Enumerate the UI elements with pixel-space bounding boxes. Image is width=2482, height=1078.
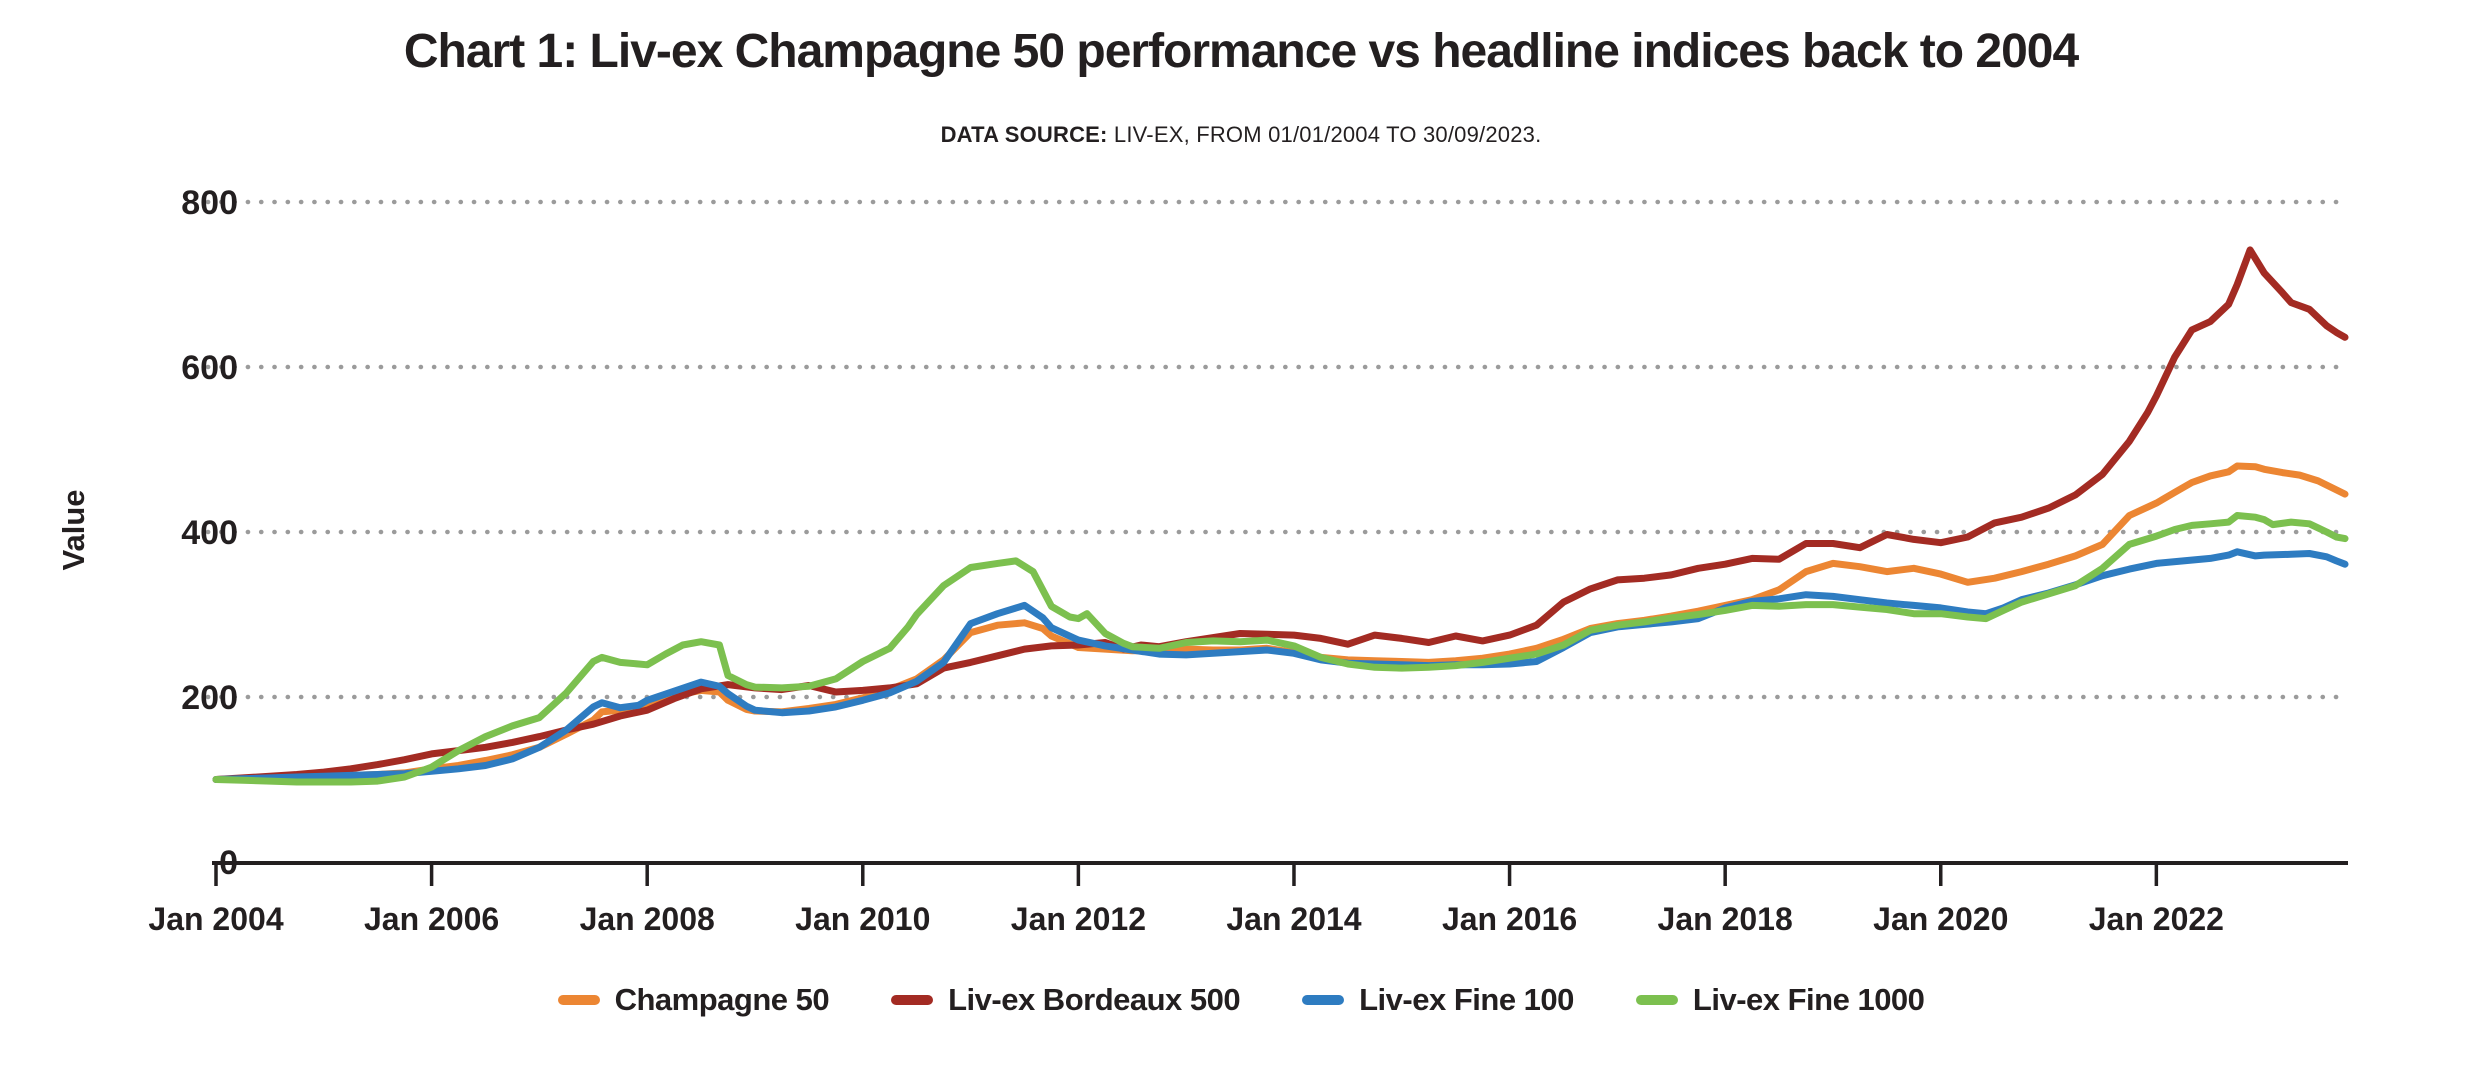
series-line-liv-ex-fine-1000 [212,512,2349,786]
y-tick-label: 600 [181,349,238,387]
y-axis-title: Value [56,490,91,571]
y-tick-label: 0 [219,844,238,882]
legend-swatch-champagne-50 [557,995,600,1005]
x-tick-label: Jan 2006 [364,901,499,937]
legend-label-fine-100: Liv-ex Fine 100 [1359,982,1574,1017]
chart-subtitle: DATA SOURCE: LIV-EX, FROM 01/01/2004 TO … [0,122,2482,148]
legend-swatch-fine-1000 [1635,995,1678,1005]
axis-labels: Jan 2004 Jan 2006 Jan 2008 Jan 2010 Jan 2012… [148,184,2224,937]
x-axis [212,861,2348,886]
legend-item-bordeaux-500: Liv-ex Bordeaux 500 [891,982,1241,1018]
legend-label-bordeaux-500: Liv-ex Bordeaux 500 [948,982,1241,1017]
series-line-liv-ex-bordeaux-500 [212,246,2349,783]
y-tick-label: 400 [181,514,238,552]
legend-item-champagne-50: Champagne 50 [557,982,830,1018]
x-tick-label: Jan 2020 [1873,901,2008,937]
series-lines [212,246,2349,786]
x-tick-label: Jan 2012 [1011,901,1146,937]
data-source-text: LIV-EX, FROM 01/01/2004 TO 30/09/2023. [1107,122,1542,147]
x-tick-label: Jan 2004 [148,901,283,937]
x-tick-label: Jan 2014 [1226,901,1361,937]
gridlines [205,199,2351,700]
x-tick-label: Jan 2008 [580,901,715,937]
legend-label-champagne-50: Champagne 50 [614,982,830,1017]
series-line-liv-ex-fine-100 [212,548,2349,783]
y-tick-label: 200 [181,679,238,717]
legend-item-fine-100: Liv-ex Fine 100 [1302,982,1574,1018]
y-tick-label: 800 [181,184,238,222]
x-tick-label: Jan 2016 [1442,901,1577,937]
legend-label-fine-1000: Liv-ex Fine 1000 [1692,982,1925,1017]
x-tick-label: Jan 2022 [2089,901,2224,937]
legend-item-fine-1000: Liv-ex Fine 1000 [1635,982,1925,1018]
x-tick-label: Jan 2018 [1658,901,1793,937]
legend-swatch-fine-100 [1302,995,1345,1005]
data-source-label: DATA SOURCE: [940,122,1108,147]
chart-title: Chart 1: Liv-ex Champagne 50 performance… [403,25,2079,78]
chart-legend: Champagne 50 Liv-ex Bordeaux 500 Liv-ex … [0,982,2482,1018]
x-tick-label: Jan 2010 [795,901,930,937]
legend-swatch-bordeaux-500 [891,995,934,1005]
